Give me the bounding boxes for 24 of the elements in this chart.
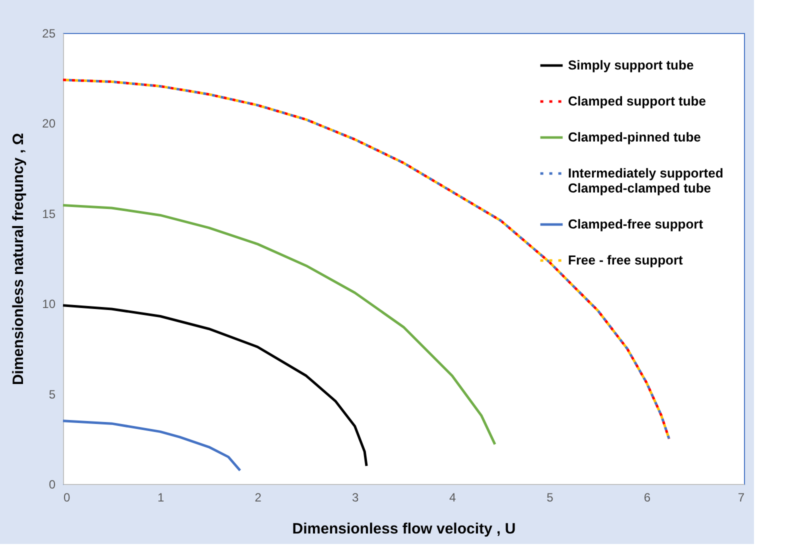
x-axis-title: Dimensionless flow velocity , U xyxy=(292,520,516,538)
y-tick-label: 25 xyxy=(42,26,56,40)
x-tick-label: 6 xyxy=(644,490,651,504)
x-tick-label: 0 xyxy=(64,490,70,504)
x-tick-label: 7 xyxy=(738,490,745,504)
x-tick-label: 3 xyxy=(352,490,360,504)
y-tick-label: 10 xyxy=(42,297,56,312)
legend-label: Free - free support xyxy=(568,252,684,268)
x-tick-label: 1 xyxy=(157,490,164,504)
y-tick-label: 0 xyxy=(48,478,56,492)
y-tick-label: 5 xyxy=(48,387,56,402)
line-series xyxy=(62,204,496,446)
line-series xyxy=(62,304,368,468)
y-axis-title: Dimensionless natural frequncy , Ω xyxy=(10,132,28,386)
x-tick-label: 2 xyxy=(254,490,262,504)
x-tick-label: 4 xyxy=(449,490,456,504)
legend-label: Clamped support tube xyxy=(568,94,706,108)
legend-label: Clamped-pinned tube xyxy=(568,130,701,144)
y-tick-label: 20 xyxy=(42,116,56,131)
legend-label: Clamped-free support xyxy=(568,216,704,232)
y-tick-label: 15 xyxy=(42,206,56,221)
legend-label: Intermediately supported Clamped-clamped tube xyxy=(568,166,724,196)
legend-label: Simply support tube xyxy=(568,58,694,72)
x-tick-label: 5 xyxy=(546,490,554,504)
